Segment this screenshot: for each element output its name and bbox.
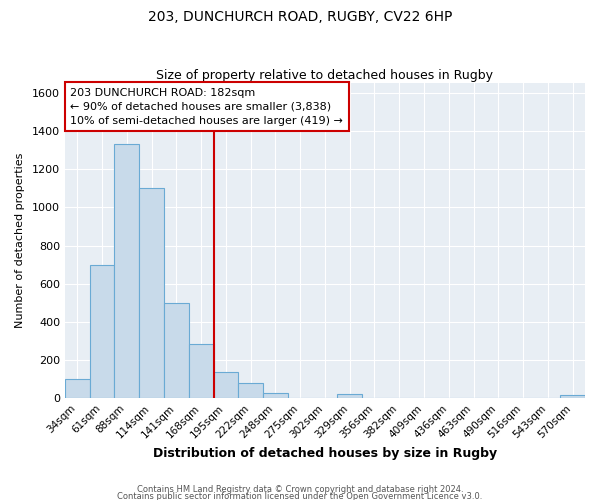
Text: Contains HM Land Registry data © Crown copyright and database right 2024.: Contains HM Land Registry data © Crown c…	[137, 486, 463, 494]
Bar	[115, 144, 139, 398]
Bar	[65, 379, 89, 398]
Text: Contains public sector information licensed under the Open Government Licence v3: Contains public sector information licen…	[118, 492, 482, 500]
Bar	[560, 394, 585, 398]
Bar	[214, 372, 238, 398]
Bar	[337, 394, 362, 398]
Bar	[189, 344, 214, 399]
Title: Size of property relative to detached houses in Rugby: Size of property relative to detached ho…	[157, 69, 493, 82]
Bar	[89, 264, 115, 398]
Bar	[238, 383, 263, 398]
Y-axis label: Number of detached properties: Number of detached properties	[15, 153, 25, 328]
Text: 203 DUNCHURCH ROAD: 182sqm
← 90% of detached houses are smaller (3,838)
10% of s: 203 DUNCHURCH ROAD: 182sqm ← 90% of deta…	[70, 88, 343, 126]
Bar	[263, 392, 288, 398]
Text: 203, DUNCHURCH ROAD, RUGBY, CV22 6HP: 203, DUNCHURCH ROAD, RUGBY, CV22 6HP	[148, 10, 452, 24]
Bar	[164, 303, 189, 398]
X-axis label: Distribution of detached houses by size in Rugby: Distribution of detached houses by size …	[153, 447, 497, 460]
Bar	[139, 188, 164, 398]
